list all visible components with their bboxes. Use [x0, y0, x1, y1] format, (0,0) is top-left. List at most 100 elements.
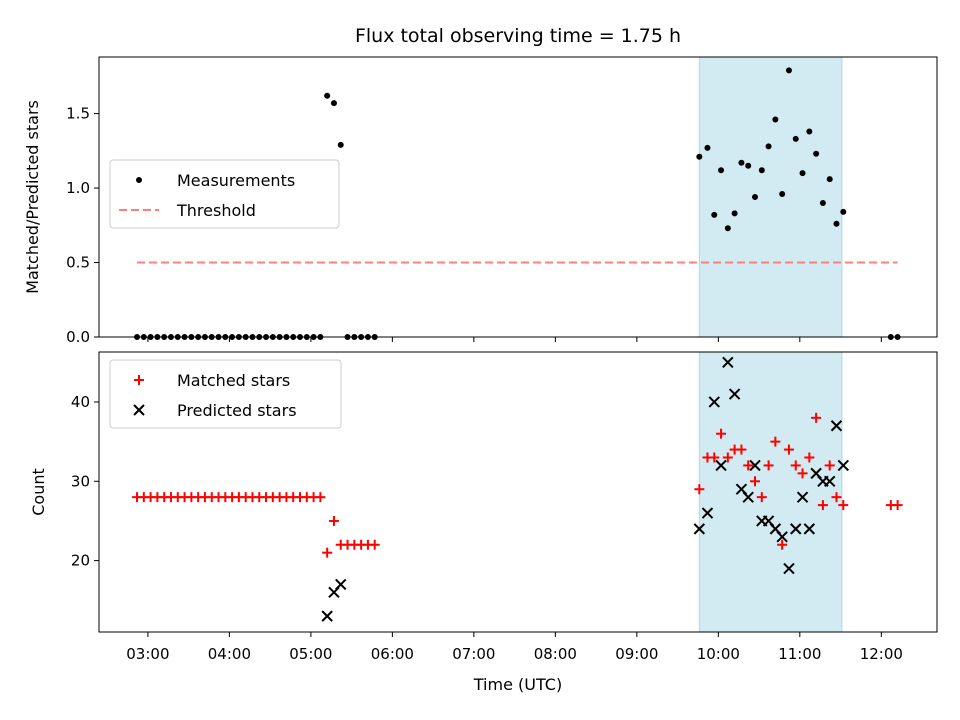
data-point [704, 144, 711, 151]
y-tick-label: 30 [71, 472, 90, 490]
series-measurements [134, 67, 901, 340]
data-point [804, 452, 815, 463]
x-tick-label: 11:00 [778, 645, 821, 663]
data-point [758, 167, 765, 174]
data-point [763, 460, 774, 471]
data-point [838, 500, 849, 511]
data-point [369, 539, 380, 550]
x-tick-label: 03:00 [126, 645, 169, 663]
data-point-stroke [335, 578, 347, 591]
x-tick-label: 08:00 [534, 645, 577, 663]
data-point [335, 578, 347, 591]
highlight-span [698, 56, 843, 338]
legend-marker [136, 177, 142, 183]
legend: Measurements Threshold [109, 159, 340, 229]
data-point [728, 388, 741, 400]
x-axis-label: Time (UTC) [473, 675, 562, 694]
legend-label: Measurements [177, 171, 295, 190]
data-point [779, 191, 786, 198]
data-point [694, 484, 705, 495]
data-point [324, 92, 331, 99]
data-point [790, 523, 802, 535]
panel-ratio: 0.0 0.5 1.0 1.5 Measurements Threshold [66, 56, 938, 346]
data-point-stroke [783, 562, 795, 575]
data-point [806, 128, 813, 135]
series-matched-stars [132, 412, 903, 558]
data-point [742, 491, 754, 503]
data-point [772, 116, 779, 123]
data-point [743, 460, 754, 471]
x-tick-label: 10:00 [697, 645, 740, 663]
axes-frame [98, 56, 938, 338]
data-point [840, 208, 847, 215]
y-tick-label: 1.5 [66, 105, 90, 123]
panel-count: 20 30 40 03:00 04:00 05:00 06:00 07:00 08:00 09:0… [71, 351, 938, 663]
data-point-stroke [769, 523, 782, 535]
data-point [817, 500, 828, 511]
data-point [750, 476, 761, 487]
data-point [709, 452, 720, 463]
chart-title: Flux total observing time = 1.75 h [355, 25, 681, 47]
data-point [756, 492, 767, 503]
data-point [819, 199, 826, 206]
data-point [322, 547, 333, 558]
data-point-stroke [762, 515, 775, 527]
data-point [790, 460, 801, 471]
data-point-stroke [728, 388, 741, 400]
x-tick-label: 09:00 [615, 645, 658, 663]
legend-box [109, 359, 342, 429]
data-point-stroke [830, 420, 843, 432]
data-point-stroke [321, 610, 333, 622]
data-point [328, 515, 339, 526]
y-axis-label-top: Matched/Predicted stars [23, 100, 42, 294]
data-point-stroke [776, 531, 788, 543]
data-point-stroke [823, 475, 836, 487]
data-point [796, 491, 809, 503]
data-point [776, 531, 788, 543]
data-point [765, 143, 772, 150]
data-point [813, 150, 820, 157]
y-tick-label: 20 [71, 552, 90, 570]
data-point [837, 459, 849, 472]
data-point [752, 194, 759, 200]
data-point [811, 412, 822, 423]
data-point [783, 562, 795, 575]
y-tick-label: 0.5 [66, 254, 90, 272]
data-point [803, 523, 816, 535]
data-point [745, 162, 752, 169]
x-tick-label: 04:00 [208, 645, 251, 663]
plot-layer: 0.0 0.5 1.0 1.5 Measurements Threshold 20 30 40 0… [66, 56, 938, 663]
data-point [777, 539, 788, 550]
data-point [731, 210, 738, 217]
data-point [736, 444, 747, 455]
data-point [785, 67, 792, 74]
data-point [738, 159, 745, 166]
data-point [826, 176, 833, 183]
data-point [783, 444, 794, 455]
data-point [696, 153, 703, 160]
data-point [724, 225, 731, 232]
data-point [892, 500, 903, 511]
data-point-stroke [837, 459, 849, 472]
data-point [830, 420, 843, 432]
data-point-stroke [790, 523, 802, 535]
data-point [770, 436, 781, 447]
data-point [711, 211, 718, 218]
legend-label: Threshold [176, 201, 256, 220]
data-point [718, 167, 725, 174]
data-point-stroke [810, 467, 822, 480]
data-point [330, 100, 337, 107]
y-tick-label: 0.0 [66, 328, 90, 346]
data-point-stroke [701, 507, 714, 519]
data-point-stroke [742, 491, 754, 503]
data-point [693, 523, 706, 535]
x-tick-label: 07:00 [452, 645, 495, 663]
data-point-stroke [693, 523, 706, 535]
data-point [833, 220, 840, 227]
data-point [716, 428, 727, 439]
data-point [797, 468, 808, 479]
x-tick-label: 06:00 [371, 645, 414, 663]
x-tick-label: 12:00 [860, 645, 903, 663]
data-point-stroke [735, 483, 748, 495]
